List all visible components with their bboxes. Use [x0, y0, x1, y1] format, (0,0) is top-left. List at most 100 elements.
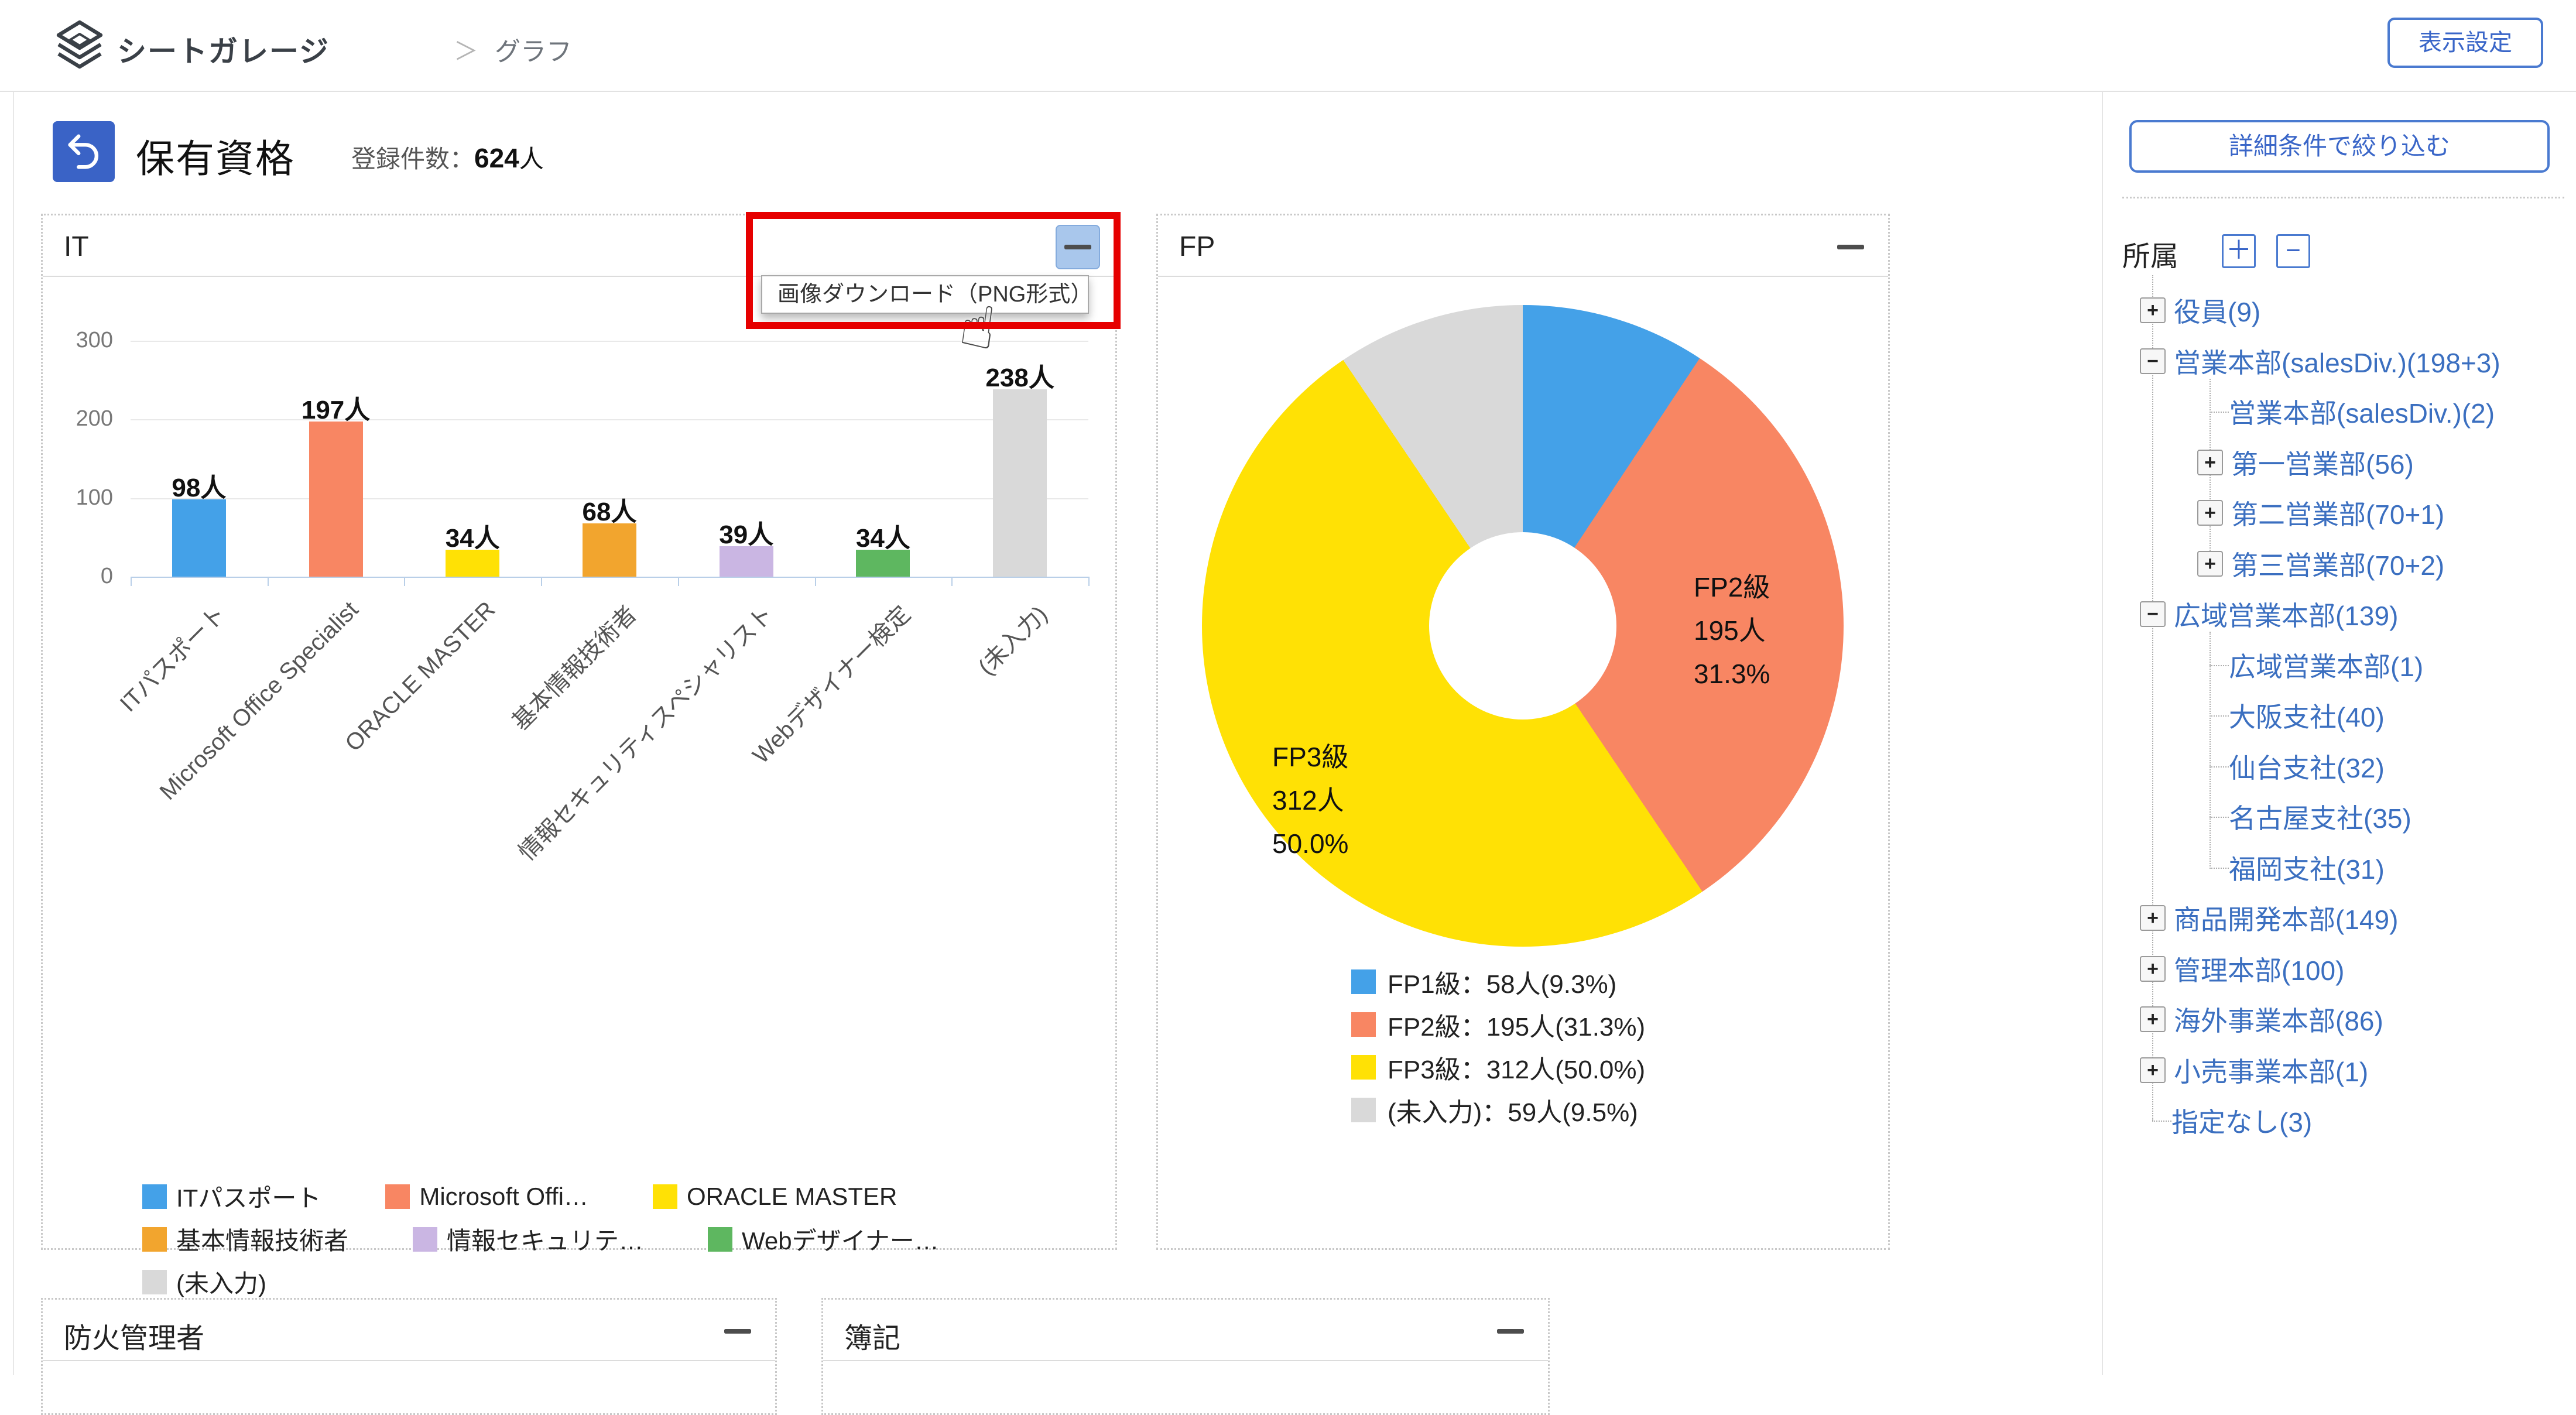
bar-基本情報技術者[interactable] — [583, 523, 636, 577]
bar-ITパスポート[interactable] — [172, 499, 226, 577]
tree-item[interactable]: 仙台支社(32) — [2229, 749, 2385, 784]
expand-icon[interactable]: + — [2140, 905, 2166, 931]
fire-manager-chart-menu-button[interactable] — [715, 1309, 760, 1354]
legend-item[interactable]: 情報セキュリテ… — [413, 1221, 643, 1257]
it-chart-panel: IT 0 100 200 300 98人 ITパスポート 197人 Microsoft Off… — [41, 214, 1117, 1297]
tree-item-label[interactable]: 第一営業部(56) — [2231, 448, 2414, 479]
expand-all-button[interactable]: ＋ — [2222, 234, 2256, 268]
app-title[interactable]: シートガレージ — [117, 35, 330, 68]
tree-item-label[interactable]: 名古屋支社(35) — [2229, 803, 2411, 834]
download-png-menu-item[interactable]: 画像ダウンロード（PNG形式） — [761, 275, 1092, 314]
tree-item[interactable]: + 商品開発本部(149) — [2140, 900, 2398, 936]
expand-icon[interactable]: + — [2140, 297, 2166, 323]
tree-item[interactable]: + 第一営業部(56) — [2197, 445, 2414, 480]
fp-legend-item[interactable]: FP3級：312人(50.0%) — [1351, 1049, 1645, 1086]
legend-swatch — [1351, 969, 1376, 994]
fp-donut-hole — [1429, 532, 1616, 720]
tree-item[interactable]: − 営業本部(salesDiv.)(198+3) — [2140, 344, 2500, 379]
expand-icon[interactable]: + — [2140, 1006, 2166, 1032]
x-axis-category-label: 情報セキュリティスペシャリスト — [513, 601, 779, 866]
legend-item[interactable]: Microsoft Offi… — [385, 1183, 588, 1211]
x-axis-category-label: ORACLE MASTER — [340, 597, 501, 757]
bookkeeping-chart-panel: 簿記 — [821, 1298, 1550, 1415]
tree-item-label[interactable]: 第二営業部(70+1) — [2231, 499, 2445, 530]
bar-value-label: 39人 — [719, 520, 774, 549]
tree-item[interactable]: 大阪支社(40) — [2229, 698, 2385, 733]
bar-value-label: 68人 — [582, 498, 637, 526]
fp-legend-item[interactable]: (未入力)：59人(9.5%) — [1351, 1091, 1638, 1129]
fp-chart-panel: FP FP2級 195人 31.3% FP3級 312人 50.0% FP1級：58人(… — [1156, 214, 1890, 1250]
legend-item[interactable]: ITパスポート — [142, 1178, 321, 1214]
tree-item[interactable]: + 小売事業本部(1) — [2140, 1053, 2368, 1088]
it-chart-menu-button[interactable] — [1056, 225, 1100, 269]
tree-item[interactable]: 広域営業本部(1) — [2229, 647, 2423, 683]
page-title: 保有資格 — [136, 137, 295, 180]
bookkeeping-chart-header: 簿記 — [823, 1300, 1548, 1361]
tree-item[interactable]: 福岡支社(31) — [2229, 850, 2385, 885]
collapse-icon[interactable]: − — [2140, 601, 2166, 627]
legend-label: Webデザイナー… — [742, 1227, 939, 1255]
tree-item-label[interactable]: 管理本部(100) — [2174, 955, 2345, 986]
bar-情報セキュリティスペシャリスト[interactable] — [719, 546, 773, 577]
collapse-icon[interactable]: − — [2140, 348, 2166, 374]
legend-item[interactable]: 基本情報技術者 — [142, 1221, 348, 1257]
expand-icon[interactable]: + — [2197, 550, 2223, 577]
tree-item[interactable]: + 役員(9) — [2140, 293, 2260, 328]
tree-item[interactable]: + 管理本部(100) — [2140, 951, 2344, 986]
tree-item[interactable]: 指定なし(3) — [2171, 1103, 2312, 1138]
expand-icon[interactable]: + — [2197, 449, 2223, 475]
tree-connector — [2210, 715, 2229, 717]
bar-Webデザイナー検定[interactable] — [856, 550, 910, 577]
legend-swatch — [1351, 1098, 1376, 1122]
filter-conditions-button[interactable]: 詳細条件で絞り込む — [2129, 120, 2550, 173]
tree-item[interactable]: 名古屋支社(35) — [2229, 799, 2411, 834]
tree-item-label[interactable]: 指定なし(3) — [2171, 1107, 2313, 1138]
collapse-all-button[interactable]: − — [2276, 234, 2310, 268]
legend-item[interactable]: ORACLE MASTER — [652, 1183, 897, 1211]
sidebar-dotted-divider — [2122, 197, 2564, 198]
tree-connector — [2210, 632, 2211, 869]
tree-item-label[interactable]: 営業本部(salesDiv.)(2) — [2229, 398, 2495, 429]
tree-item-label[interactable]: 第三営業部(70+2) — [2231, 550, 2445, 581]
tree-item-label[interactable]: 広域営業本部(139) — [2174, 601, 2399, 631]
bookkeeping-chart-menu-button[interactable] — [1488, 1309, 1533, 1354]
x-axis-tick — [404, 577, 406, 586]
bar-Microsoft Office Specialist[interactable] — [309, 422, 363, 577]
tree-item-label[interactable]: 小売事業本部(1) — [2174, 1056, 2369, 1087]
tree-item[interactable]: + 第三営業部(70+2) — [2197, 546, 2444, 581]
tree-item[interactable]: 営業本部(salesDiv.)(2) — [2229, 394, 2495, 429]
bar-value-label: 197人 — [301, 396, 371, 424]
tree-item-label[interactable]: 海外事業本部(86) — [2174, 1006, 2383, 1036]
tree-item[interactable]: + 海外事業本部(86) — [2140, 1002, 2383, 1037]
tree-connector — [2152, 275, 2153, 1121]
tree-item[interactable]: + 第二営業部(70+1) — [2197, 495, 2444, 530]
tree-item-label[interactable]: 仙台支社(32) — [2229, 752, 2385, 783]
x-axis-tick — [131, 577, 132, 586]
tree-item-label[interactable]: 広域営業本部(1) — [2229, 651, 2424, 682]
display-settings-button[interactable]: 表示設定 — [2387, 18, 2543, 68]
bar-ORACLE MASTER[interactable] — [446, 550, 500, 577]
fp-legend-item[interactable]: FP1級：58人(9.3%) — [1351, 963, 1616, 1001]
tree-item-label[interactable]: 商品開発本部(149) — [2174, 904, 2399, 935]
y-axis-tick-label: 0 — [100, 564, 113, 588]
x-axis-tick — [677, 577, 679, 586]
tree-item-label[interactable]: 福岡支社(31) — [2229, 854, 2385, 885]
tree-item-label[interactable]: 営業本部(salesDiv.)(198+3) — [2174, 347, 2500, 378]
fp-chart-menu-button[interactable] — [1828, 225, 1873, 269]
expand-icon[interactable]: + — [2197, 500, 2223, 526]
legend-label: Microsoft Offi… — [419, 1182, 588, 1210]
bar-(未入力)[interactable] — [993, 389, 1047, 577]
fire-manager-chart-panel: 防火管理者 — [41, 1298, 777, 1415]
slice-label-line: 50.0% — [1272, 828, 1349, 859]
expand-icon[interactable]: + — [2140, 1057, 2166, 1083]
fire-manager-chart-header: 防火管理者 — [43, 1300, 775, 1361]
registration-count-value: 624 — [474, 143, 519, 173]
legend-item[interactable]: (未入力) — [142, 1264, 266, 1300]
legend-item[interactable]: Webデザイナー… — [708, 1221, 939, 1257]
tree-item-label[interactable]: 大阪支社(40) — [2229, 702, 2385, 732]
fp-legend-item[interactable]: FP2級：195人(31.3%) — [1351, 1006, 1645, 1043]
tree-item-label[interactable]: 役員(9) — [2174, 297, 2261, 327]
back-button[interactable] — [53, 121, 115, 182]
tree-item[interactable]: − 広域営業本部(139) — [2140, 597, 2398, 632]
expand-icon[interactable]: + — [2140, 955, 2166, 982]
